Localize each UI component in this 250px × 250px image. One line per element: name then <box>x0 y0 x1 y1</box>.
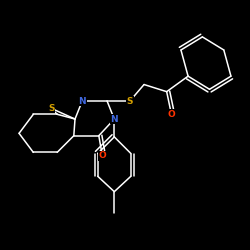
Text: N: N <box>78 97 86 106</box>
Text: N: N <box>110 114 118 124</box>
Text: O: O <box>168 110 175 119</box>
Text: O: O <box>98 152 106 160</box>
Text: S: S <box>126 97 133 106</box>
Text: S: S <box>48 104 54 113</box>
